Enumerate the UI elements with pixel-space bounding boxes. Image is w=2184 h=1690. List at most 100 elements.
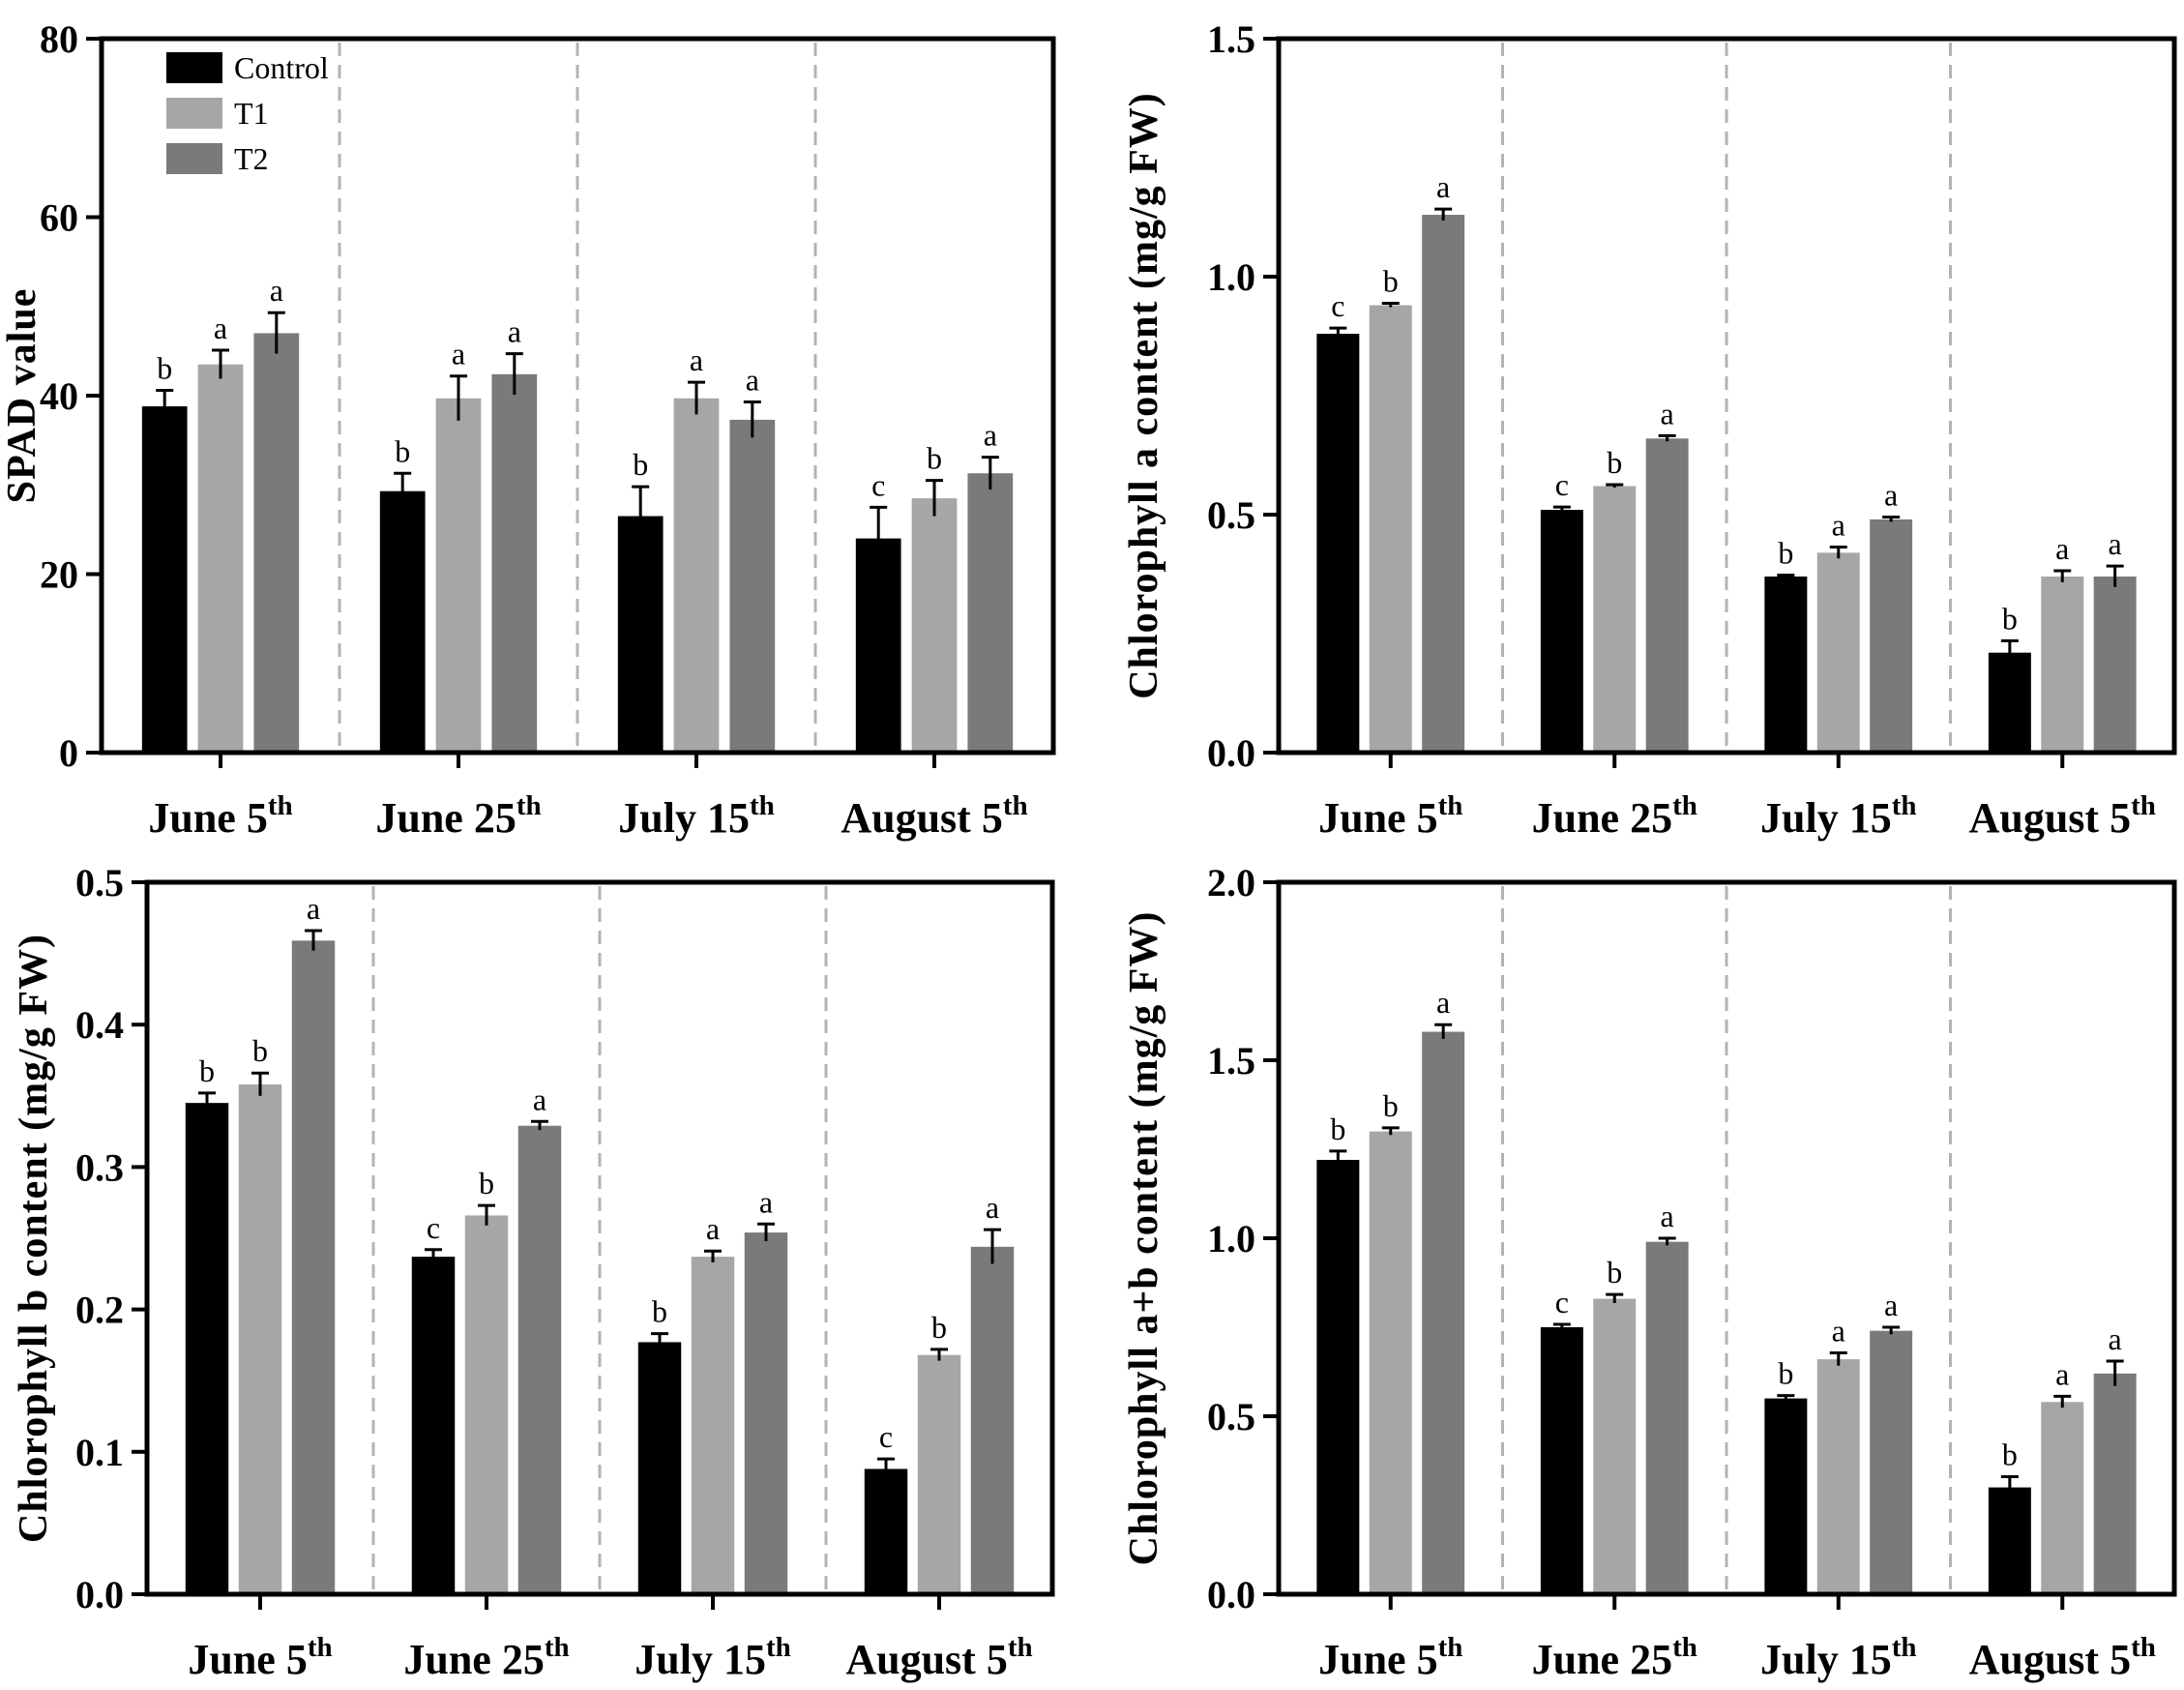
y-tick-label: 0.1: [75, 1431, 124, 1474]
bar: [238, 1084, 282, 1594]
x-tick-label: August 5th: [1969, 790, 2156, 842]
bar: [1816, 552, 1860, 753]
bar: [1540, 510, 1583, 753]
bar: [1764, 1398, 1808, 1594]
x-tick-label: July 15th: [1760, 790, 1917, 842]
significance-letter: b: [199, 1053, 215, 1088]
x-tick-label: August 5th: [845, 1632, 1032, 1683]
bar: [1316, 1160, 1360, 1594]
significance-letter: c: [1555, 467, 1569, 502]
significance-letter: b: [927, 441, 942, 476]
x-tick-label: July 15th: [635, 1632, 791, 1683]
bar: [744, 1232, 788, 1594]
y-tick-label: 80: [40, 17, 78, 61]
chart-panel-3: b b a June 5th c b a June 25th b a a July 15th c b a Au…: [12, 861, 1055, 1683]
y-tick-label: 0: [59, 731, 78, 775]
legend-label: Control: [234, 50, 329, 85]
legend: Control T1 T2: [166, 50, 329, 176]
bar: [1764, 576, 1808, 753]
legend-swatch: [166, 52, 222, 83]
bar: [435, 398, 482, 753]
y-tick-label: 2.0: [1207, 861, 1255, 904]
bar: [1870, 1330, 1913, 1594]
y-axis-title: Chlorophyll a+b content (mg/g FW): [1122, 911, 1166, 1566]
significance-letter: b: [1330, 1112, 1345, 1146]
significance-letter: a: [1884, 1288, 1898, 1322]
significance-letter: b: [479, 1166, 494, 1201]
significance-letter: a: [270, 273, 283, 308]
significance-letter: c: [427, 1210, 440, 1245]
significance-letter: b: [252, 1033, 268, 1068]
bar: [2093, 1373, 2137, 1594]
significance-letter: a: [1661, 1199, 1674, 1233]
significance-letter: b: [2002, 1438, 2018, 1472]
significance-letter: a: [1661, 396, 1674, 430]
bar: [1870, 519, 1913, 753]
legend-swatch: [166, 98, 222, 129]
bar: [917, 1354, 961, 1594]
x-tick-label: July 15th: [618, 790, 775, 842]
legend-swatch: [166, 143, 222, 174]
x-tick-label: August 5th: [1969, 1632, 2156, 1683]
plot-frame: [1276, 36, 2177, 756]
bar: [379, 490, 426, 753]
significance-letter: b: [633, 447, 648, 482]
bar: [864, 1468, 908, 1594]
y-tick-label: 60: [40, 196, 78, 240]
x-tick-label: June 25th: [403, 1632, 569, 1683]
significance-letter: a: [2055, 1356, 2069, 1391]
significance-letter: a: [214, 311, 227, 345]
bar: [1422, 1031, 1465, 1594]
bar: [1988, 1487, 2031, 1594]
bar: [855, 538, 901, 753]
bar: [1369, 305, 1412, 753]
significance-letter: a: [508, 314, 521, 349]
significance-letter: a: [533, 1082, 546, 1116]
significance-letter: a: [2109, 1321, 2122, 1356]
significance-letter: b: [1383, 1088, 1399, 1123]
significance-letter: a: [984, 418, 997, 453]
x-tick-label: June 5th: [1318, 790, 1462, 842]
bar: [1816, 1359, 1860, 1594]
significance-letter: a: [986, 1190, 999, 1225]
significance-letter: c: [1555, 1285, 1569, 1319]
bar: [291, 940, 336, 1594]
y-tick-label: 40: [40, 374, 78, 418]
y-tick-label: 0.5: [1207, 1395, 1255, 1438]
x-tick-label: August 5th: [841, 790, 1027, 842]
significance-letter: a: [2055, 531, 2069, 566]
significance-letter: a: [1832, 1313, 1845, 1348]
significance-letter: c: [871, 467, 885, 502]
significance-letter: b: [1383, 264, 1399, 299]
bar: [1645, 438, 1689, 753]
legend-label: T1: [234, 96, 269, 131]
significance-letter: a: [1884, 477, 1898, 512]
significance-letter: a: [706, 1211, 720, 1246]
significance-letter: b: [931, 1310, 947, 1345]
significance-letter: a: [452, 337, 465, 371]
significance-letter: a: [1832, 507, 1845, 542]
significance-letter: a: [307, 891, 320, 926]
x-tick-label: June 5th: [188, 1632, 332, 1683]
bar: [464, 1215, 509, 1594]
significance-letter: a: [759, 1184, 773, 1219]
y-tick-label: 0.0: [1207, 1573, 1255, 1616]
bar: [637, 1342, 682, 1594]
bar: [2041, 1402, 2084, 1594]
y-axis-title: SPAD value: [0, 288, 44, 504]
bar: [673, 398, 720, 753]
chart-panel-2: c b a June 5th c b a June 25th b a a July 15th b a a Au…: [1122, 17, 2177, 842]
chart-panel-4: b b a June 5th c b a June 25th b a a July 15th b a a Au…: [1122, 861, 2177, 1683]
bar: [1540, 1327, 1583, 1594]
y-tick-label: 0.0: [1207, 731, 1255, 775]
significance-letter: b: [652, 1294, 667, 1329]
bar: [185, 1103, 229, 1594]
significance-letter: c: [1331, 288, 1344, 323]
x-tick-label: July 15th: [1760, 1632, 1917, 1683]
significance-letter: b: [1607, 1255, 1622, 1290]
significance-letter: a: [746, 362, 759, 397]
bar: [1988, 652, 2031, 753]
bar: [253, 333, 300, 753]
bar: [411, 1257, 456, 1594]
